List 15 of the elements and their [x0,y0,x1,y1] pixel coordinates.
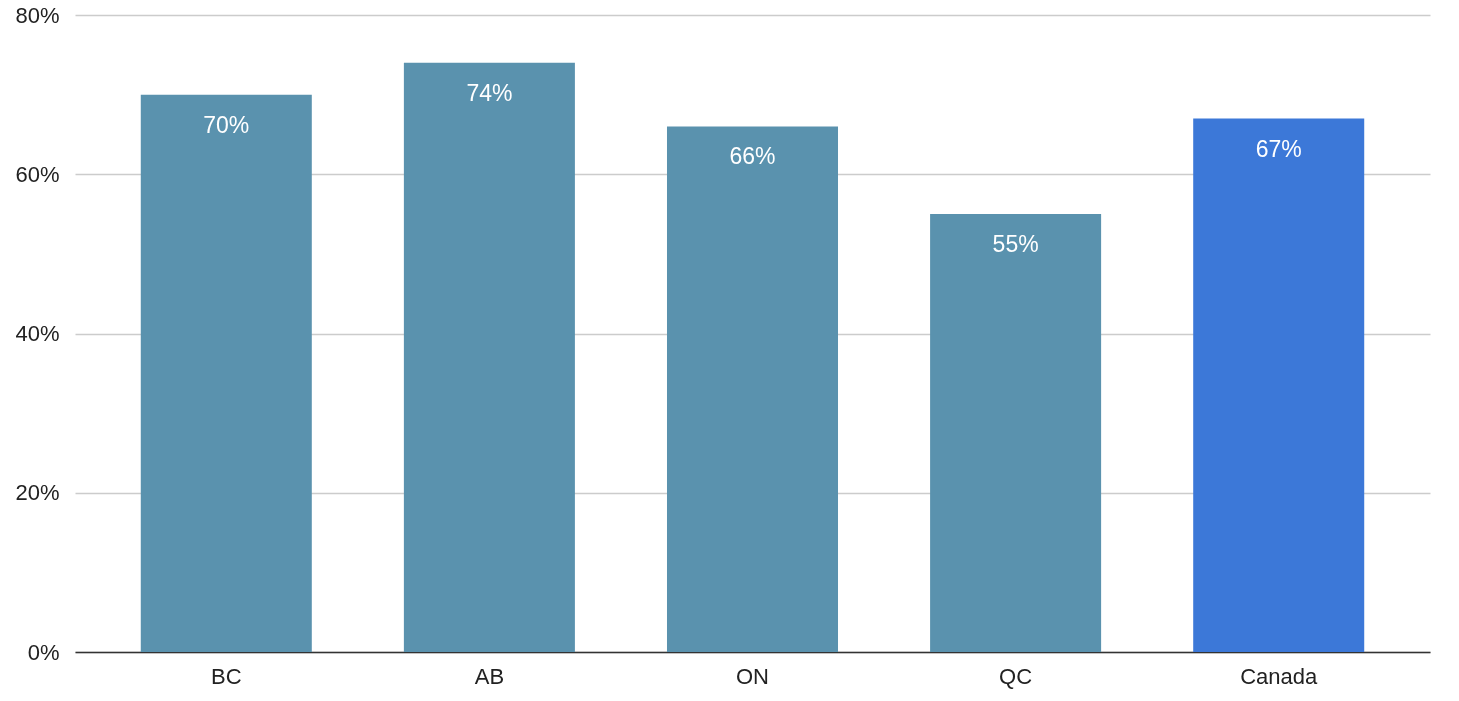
x-tick-label: BC [211,663,242,689]
y-tick-label: 20% [15,480,60,506]
x-tick-label: AB [474,663,505,689]
y-tick-label: 0% [27,639,60,665]
data-label: 70% [203,111,250,138]
data-label: 66% [729,143,776,170]
data-label: 55% [992,231,1039,258]
y-tick-label: 40% [15,321,60,346]
x-tick-label: QC [999,663,1033,689]
data-label: 67% [1255,135,1302,162]
x-tick-label: Canada [1240,663,1318,689]
y-tick-label: 80% [15,2,60,28]
data-label: 74% [466,79,513,106]
x-tick-label: ON [736,663,769,689]
y-tick-label: 60% [15,161,60,187]
